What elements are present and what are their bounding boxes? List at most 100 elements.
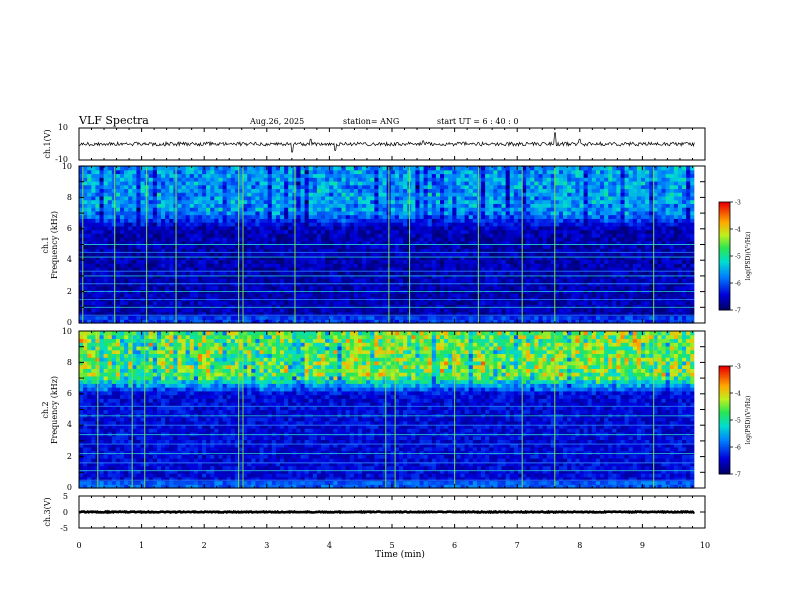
spectrogram-cell: [87, 263, 92, 268]
spectrogram-cell: [263, 319, 269, 324]
spectrogram-cell: [120, 199, 125, 204]
spectrogram-cell: [452, 207, 458, 212]
spectrogram-cell: [357, 184, 363, 190]
spectrogram-cell: [522, 192, 527, 197]
spectrogram-cell: [366, 192, 371, 197]
spectrogram-cell: [316, 180, 322, 186]
spectrogram-cell: [493, 304, 499, 309]
spectrogram-cell: [431, 199, 437, 204]
spectrogram-cell: [333, 199, 339, 204]
spectrogram-cell: [152, 285, 158, 290]
spectrogram-cell: [534, 285, 540, 290]
spectrogram-cell: [530, 166, 535, 171]
spectrogram-cell: [390, 274, 396, 279]
spectrogram-cell: [206, 195, 211, 201]
spectrogram-cell: [222, 248, 228, 253]
spectrogram-cell: [476, 300, 482, 305]
spectrogram-cell: [165, 319, 170, 324]
spectrogram-cell: [255, 169, 261, 175]
spectrogram-cell: [288, 184, 293, 190]
spectrogram-cell: [300, 229, 306, 234]
spectrogram-cell: [411, 229, 416, 234]
spectrogram-cell: [214, 188, 220, 193]
spectrogram-cell: [308, 263, 314, 268]
spectrogram-cell: [185, 218, 191, 223]
spectrogram-cell: [263, 270, 269, 276]
spectrogram-cell: [148, 266, 154, 272]
spectrogram-cell: [247, 214, 252, 219]
spectrogram-cell: [452, 177, 458, 182]
spectrogram-cell: [296, 195, 302, 201]
spectrogram-cell: [349, 311, 355, 317]
spectrogram-cell: [304, 240, 310, 246]
spectrogram-cell: [357, 173, 363, 178]
spectrogram-cell: [312, 229, 318, 234]
spectrogram-cell: [156, 255, 162, 261]
spectrogram-cell: [152, 203, 158, 208]
spectrogram-cell: [522, 218, 527, 223]
spectrogram-cell: [288, 203, 293, 208]
spectrogram-cell: [550, 218, 556, 223]
spectrogram-cell: [345, 207, 351, 212]
spectrogram-cell: [333, 270, 339, 276]
spectrogram-cell: [230, 195, 236, 201]
spectrogram-cell: [493, 225, 499, 231]
spectrogram-cell: [476, 259, 482, 264]
spectrogram-cell: [132, 240, 138, 246]
spectrogram-cell: [280, 308, 285, 313]
spectrogram-cell: [341, 311, 347, 317]
spectrogram-cell: [296, 311, 302, 317]
spectrogram-cell: [312, 255, 318, 261]
spectrogram-cell: [181, 195, 187, 201]
spectrogram-cell: [197, 311, 203, 317]
spectrogram-cell: [238, 240, 244, 246]
spectrogram-cell: [353, 240, 359, 246]
spectrogram-cell: [230, 188, 236, 193]
spectrogram-cell: [353, 180, 359, 186]
spectrogram-cell: [497, 166, 503, 171]
spectrogram-cell: [530, 237, 535, 242]
spectrogram-cell: [165, 270, 170, 276]
spectrogram-cell: [411, 237, 416, 242]
spectrogram-cell: [136, 304, 142, 309]
spectrogram-cell: [79, 285, 84, 290]
spectrogram-cell: [476, 255, 482, 261]
spectrogram-cell: [95, 222, 101, 227]
spectrogram-cell: [542, 214, 548, 219]
spectrogram-cell: [206, 214, 211, 219]
spectrogram-cell: [321, 278, 326, 283]
spectrogram-cell: [353, 308, 359, 313]
spectrogram-cell: [107, 173, 113, 178]
spectrogram-cell: [415, 237, 421, 242]
spectrogram-cell: [329, 255, 334, 261]
spectrogram-cell: [124, 180, 129, 186]
spectrogram-cell: [234, 177, 240, 182]
spectrogram-cell: [448, 278, 453, 283]
spectrogram-cell: [99, 270, 105, 276]
spectrogram-cell: [456, 274, 462, 279]
spectrogram-cell: [378, 266, 384, 272]
spectrogram-cell: [530, 229, 535, 234]
spectrogram-cell: [431, 233, 437, 238]
spectrogram-cell: [304, 266, 310, 272]
spectrogram-cell: [522, 266, 527, 272]
spectrogram-cell: [181, 300, 187, 305]
spectrogram-cell: [440, 240, 445, 246]
spectrogram-cell: [247, 192, 252, 197]
spectrogram-cell: [132, 270, 138, 276]
spectrogram-cell: [79, 180, 84, 186]
spectrogram-cell: [554, 304, 560, 309]
spectrogram-cell: [431, 270, 437, 276]
spectrogram-cell: [202, 203, 207, 208]
spectrogram-cell: [222, 214, 228, 219]
spectrogram-cell: [206, 293, 211, 298]
spectrogram-cell: [312, 308, 318, 313]
spectrogram-cell: [337, 315, 343, 320]
spectrogram-cell: [435, 240, 441, 246]
spectrogram-cell: [271, 180, 277, 186]
spectrogram-cell: [189, 184, 195, 190]
spectrogram-cell: [206, 233, 211, 238]
spectrogram-cell: [357, 199, 363, 204]
spectrogram-cell: [513, 166, 519, 171]
spectrogram-cell: [472, 293, 478, 298]
